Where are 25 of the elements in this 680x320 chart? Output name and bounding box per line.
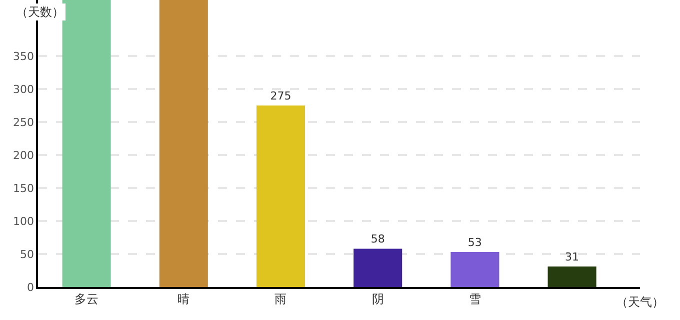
data-label: 275 xyxy=(270,90,292,103)
y-tick-label: 150 xyxy=(13,182,34,195)
data-label: 53 xyxy=(468,236,482,250)
x-axis-title: （天气） xyxy=(616,295,664,309)
y-tick-label: 0 xyxy=(27,280,34,294)
x-tick-label: 多云 xyxy=(74,292,99,306)
y-tick-label: 300 xyxy=(13,82,34,96)
x-tick-label: 雪 xyxy=(468,292,481,306)
data-label: 31 xyxy=(565,250,580,264)
data-label: 58 xyxy=(370,232,385,246)
bar xyxy=(354,248,402,287)
bar xyxy=(62,0,111,287)
y-tick-label: 50 xyxy=(20,248,34,261)
y-tick-label: 100 xyxy=(13,214,34,228)
y-tick-label: 250 xyxy=(13,116,34,129)
x-tick-label: 雨 xyxy=(274,292,287,306)
bar xyxy=(548,266,596,287)
x-tick-label: 晴 xyxy=(178,292,190,306)
y-axis-title: （天数） xyxy=(16,5,64,19)
bar xyxy=(256,106,306,287)
y-tick-label: 350 xyxy=(13,50,34,63)
y-tick-label: 200 xyxy=(13,148,34,162)
bar xyxy=(159,0,208,287)
x-tick-label: 阴 xyxy=(372,292,384,306)
bar xyxy=(450,252,500,287)
